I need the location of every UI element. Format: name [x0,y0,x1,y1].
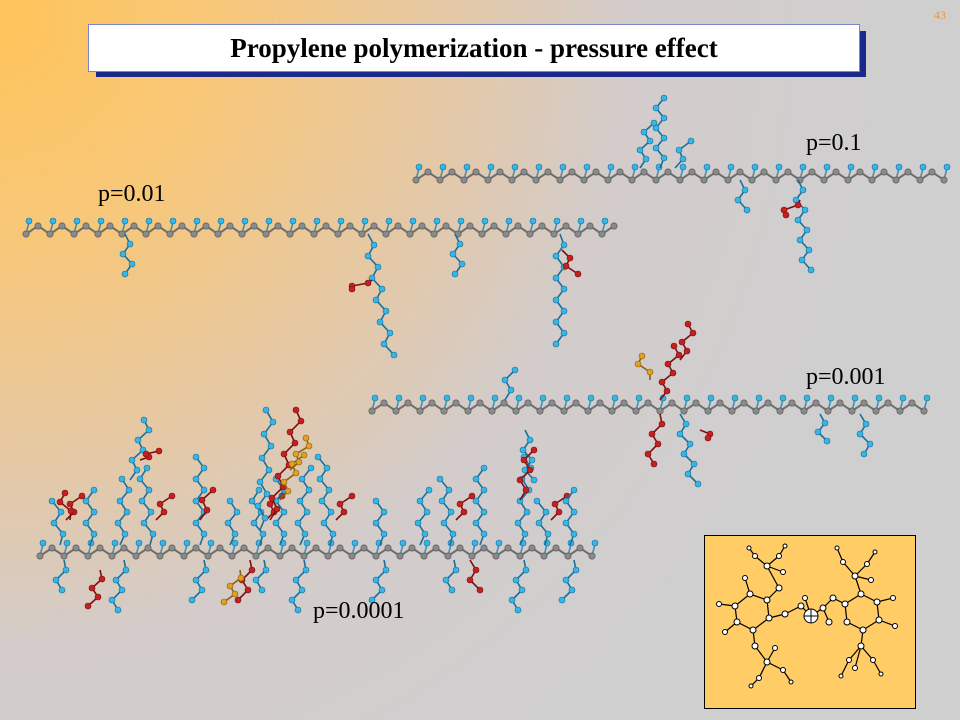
label-p-0-0001: p=0.0001 [313,598,405,624]
polymer-chain-p-0-001 [368,320,931,488]
label-p-0-001: p=0.001 [806,364,886,390]
label-p-0-01: p=0.01 [98,181,166,207]
catalyst-structure-inset [704,535,916,709]
catalyst-molecule-icon [716,543,898,689]
label-p-0-1: p=0.1 [806,130,862,156]
slide-title: Propylene polymerization - pressure effe… [230,32,718,63]
page-number: 43 [934,8,946,22]
polymer-chain-p-0-01 [22,217,618,359]
polymer-chain-p-0-1 [412,94,951,274]
polymer-chain-p-0-0001 [36,406,599,614]
title-box: Propylene polymerization - pressure effe… [88,24,860,72]
